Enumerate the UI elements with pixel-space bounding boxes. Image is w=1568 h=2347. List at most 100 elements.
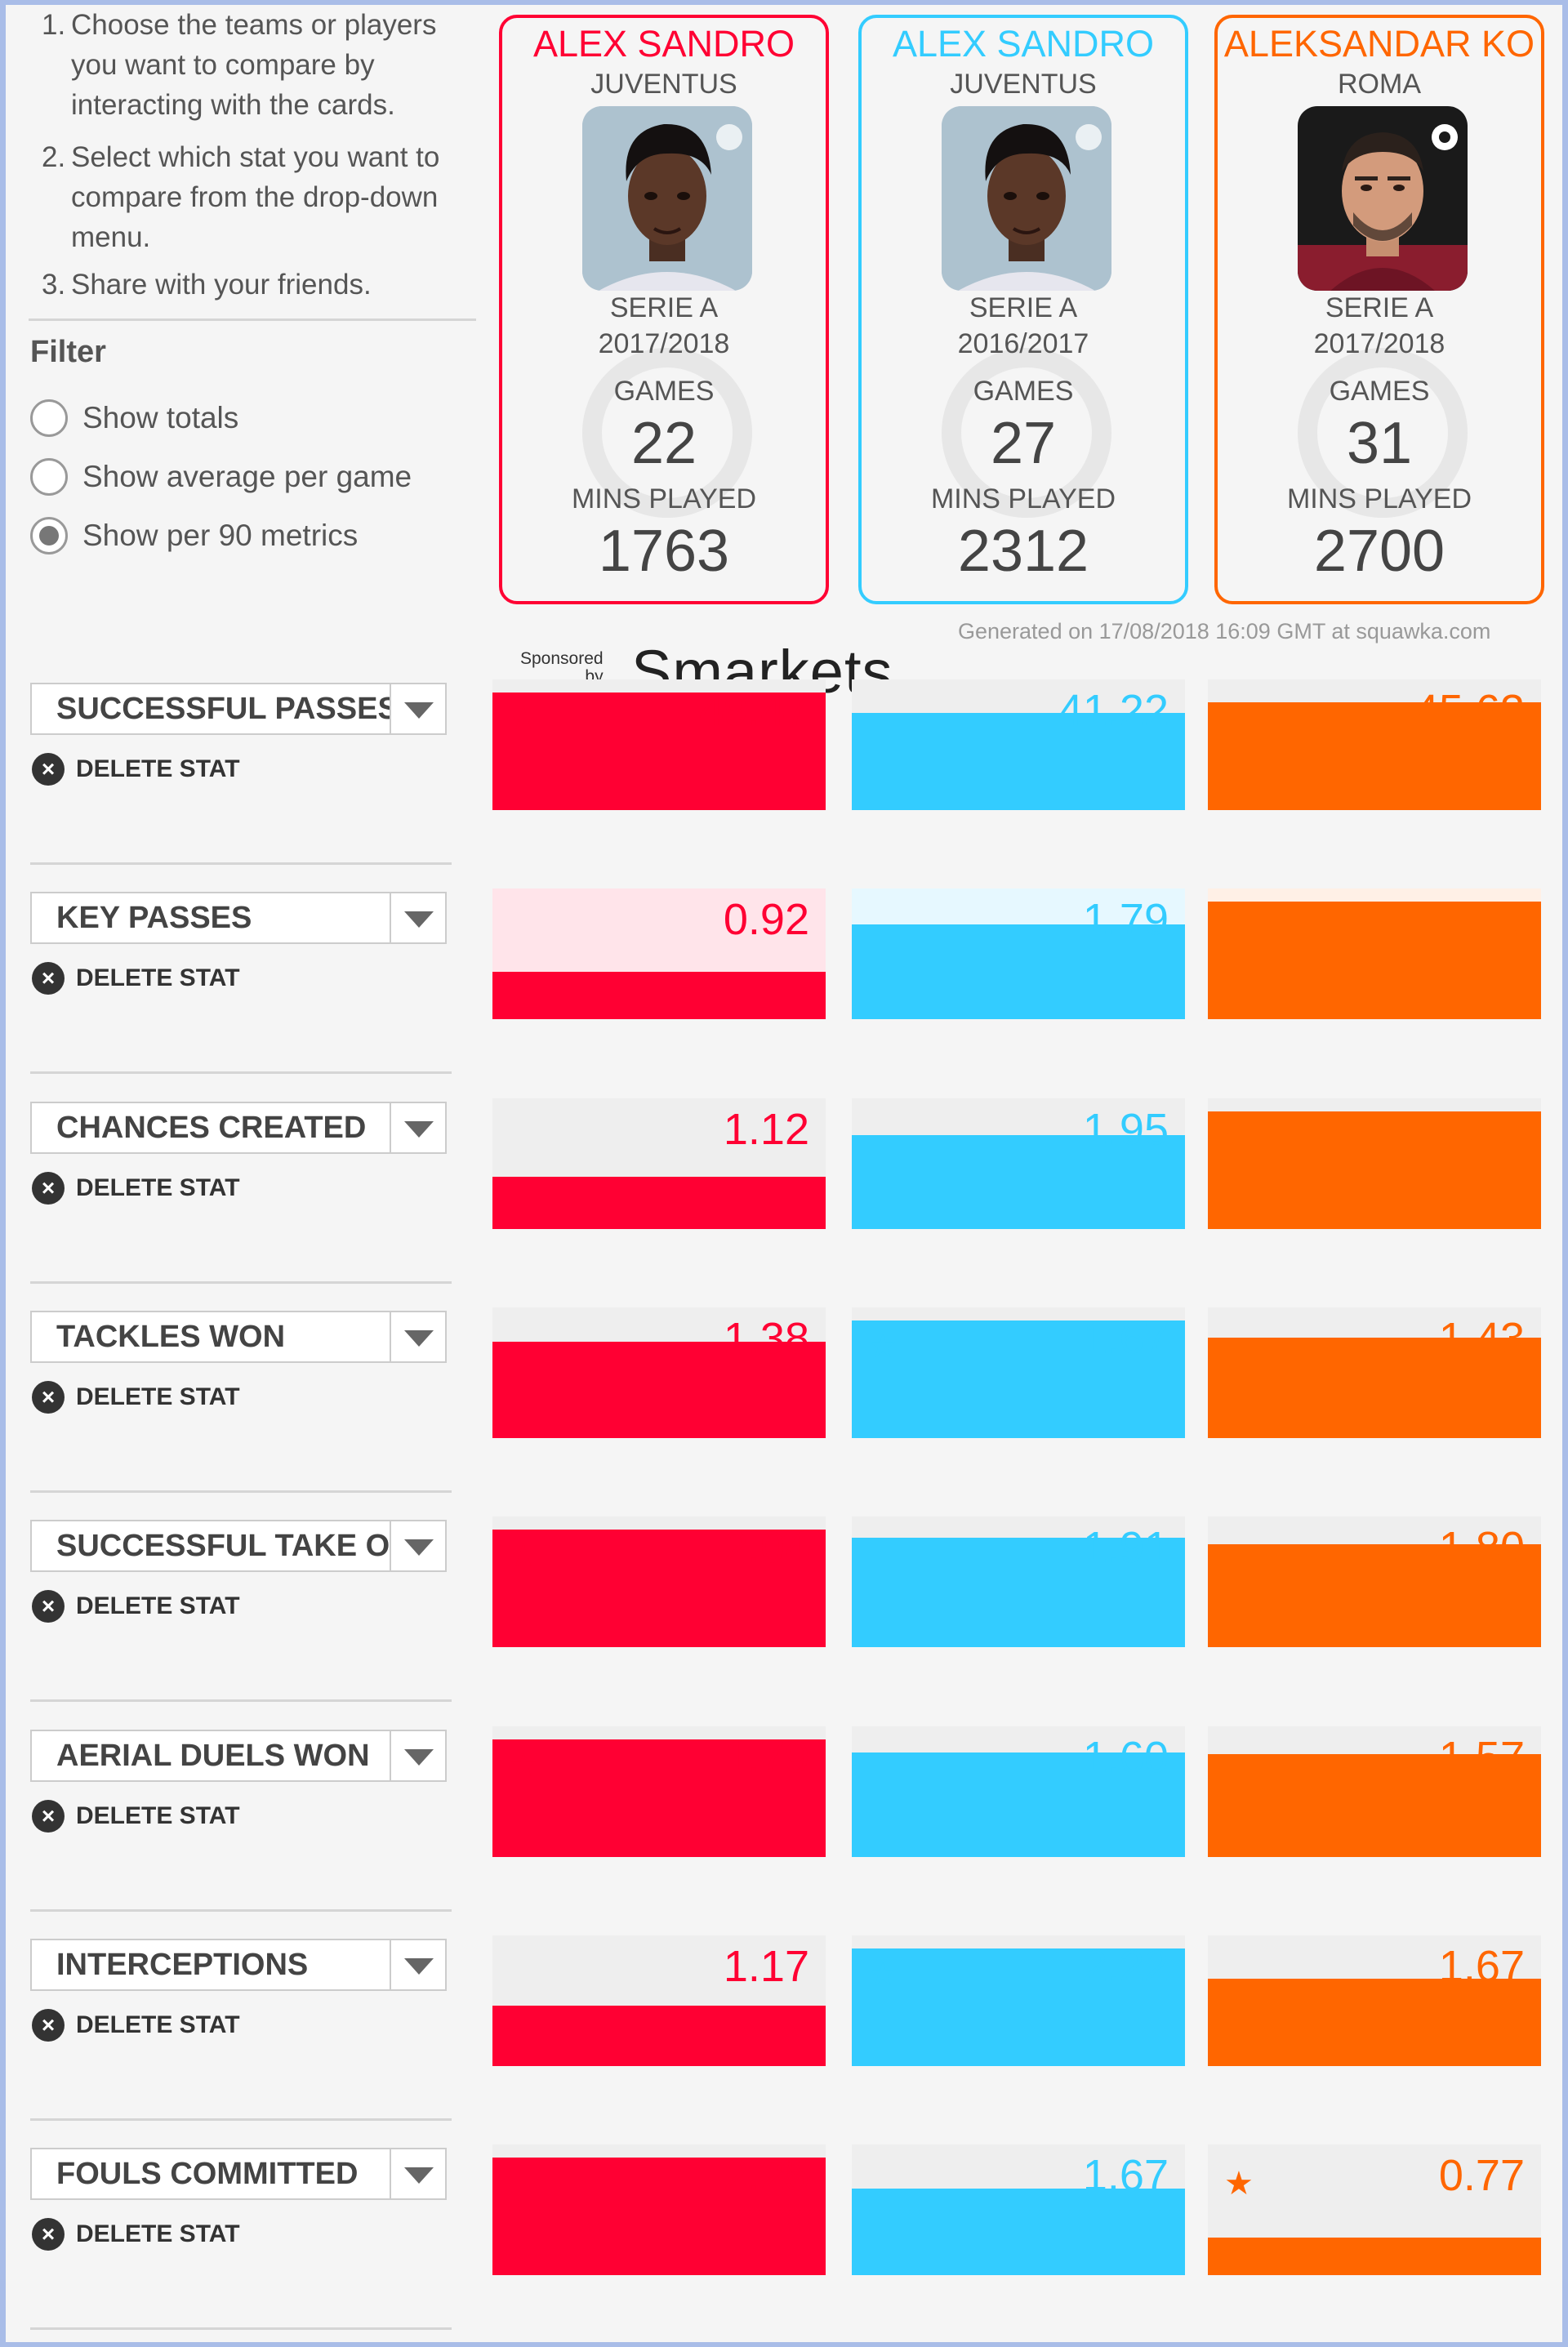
- radio-button[interactable]: [30, 458, 68, 496]
- player-card-3[interactable]: ALEKSANDAR KO ROMA SERIE A 2017/2018 GAMES 31…: [1214, 15, 1544, 604]
- stat-value: 45.63: [1414, 686, 1525, 735]
- stat-select-value[interactable]: SUCCESSFUL TAKE ONS: [32, 1521, 391, 1570]
- stat-select-value[interactable]: INTERCEPTIONS: [32, 1940, 391, 1989]
- chevron-down-icon[interactable]: [404, 911, 434, 928]
- step-text: Share with your friends.: [71, 269, 372, 301]
- filter-option-totals[interactable]: Show totals: [30, 399, 238, 438]
- stat-cell: 1.67 ★: [852, 1307, 1185, 1438]
- stat-cell: 45.63: [1208, 679, 1541, 810]
- stat-select-value[interactable]: AERIAL DUELS WON: [32, 1731, 391, 1780]
- stat-bar: [492, 2006, 826, 2066]
- stat-value: 1.67: [1438, 1942, 1525, 1991]
- stat-select[interactable]: AERIAL DUELS WON: [30, 1730, 447, 1782]
- chevron-down-icon[interactable]: [404, 702, 434, 719]
- chevron-down-icon[interactable]: [404, 2167, 434, 2184]
- row-divider: [30, 1490, 452, 1493]
- close-circle-icon[interactable]: ×: [32, 1800, 65, 1833]
- stat-bar: [1208, 1544, 1541, 1647]
- mins-label: MINS PLAYED: [1286, 483, 1472, 514]
- close-circle-icon[interactable]: ×: [32, 2009, 65, 2042]
- best-star-icon: ★: [868, 1957, 898, 1993]
- stat-select-value[interactable]: CHANCES CREATED: [32, 1103, 391, 1152]
- stat-value: 1.91: [1082, 1523, 1169, 1572]
- stat-select[interactable]: CHANCES CREATED: [30, 1102, 447, 1154]
- filter-title: Filter: [30, 335, 106, 369]
- close-circle-icon[interactable]: ×: [32, 753, 65, 786]
- season[interactable]: 2017/2018: [1313, 328, 1446, 359]
- stat-select[interactable]: TACKLES WON: [30, 1311, 447, 1363]
- stat-value: 49.47: [698, 686, 809, 735]
- player-name[interactable]: ALEX SANDRO: [892, 23, 1155, 65]
- season[interactable]: 2016/2017: [957, 328, 1089, 359]
- best-star-icon: ★: [1224, 2166, 1254, 2202]
- chevron-down-icon[interactable]: [404, 1330, 434, 1347]
- player-photo-frame[interactable]: [582, 106, 752, 291]
- filter-option-average[interactable]: Show average per game: [30, 457, 412, 497]
- player-name[interactable]: ALEX SANDRO: [532, 23, 795, 65]
- stat-cell: 1.12: [492, 1098, 826, 1229]
- close-circle-icon[interactable]: ×: [32, 962, 65, 995]
- radio-button[interactable]: [30, 517, 68, 554]
- stat-cell: 0.77 ★: [1208, 2144, 1541, 2275]
- close-circle-icon[interactable]: ×: [32, 1172, 65, 1205]
- close-circle-icon[interactable]: ×: [32, 1381, 65, 1414]
- stat-bar: [492, 2158, 826, 2275]
- stat-select[interactable]: SUCCESSFUL PASSES: [30, 683, 447, 735]
- league-name[interactable]: SERIE A: [1325, 292, 1434, 323]
- stat-cell: 1.91: [852, 1516, 1185, 1647]
- stat-bar: [1208, 702, 1541, 810]
- close-circle-icon[interactable]: ×: [32, 2218, 65, 2251]
- delete-stat-button[interactable]: × DELETE STAT: [32, 1381, 240, 1414]
- comparison-matrix: 1. Choose the teams or players you want t…: [6, 5, 1562, 2342]
- delete-stat-button[interactable]: × DELETE STAT: [32, 2218, 240, 2251]
- stat-select[interactable]: KEY PASSES: [30, 892, 447, 944]
- chevron-down-icon[interactable]: [404, 1539, 434, 1556]
- row-divider: [30, 1071, 452, 1074]
- stat-select-value[interactable]: FOULS COMMITTED: [32, 2149, 391, 2198]
- close-circle-icon[interactable]: ×: [32, 1590, 65, 1623]
- player-card-1[interactable]: ALEX SANDRO JUVENTUS SERIE A 2017/2018 GAMES…: [499, 15, 829, 604]
- stat-select-value[interactable]: TACKLES WON: [32, 1312, 391, 1361]
- chevron-down-icon[interactable]: [404, 1121, 434, 1138]
- stat-select-value[interactable]: KEY PASSES: [32, 893, 391, 942]
- chevron-down-icon[interactable]: [404, 1958, 434, 1975]
- stat-bar: [492, 693, 826, 810]
- delete-stat-button[interactable]: × DELETE STAT: [32, 1800, 240, 1833]
- player-card-2[interactable]: ALEX SANDRO JUVENTUS SERIE A 2016/2017 GAMES…: [858, 15, 1188, 604]
- stat-value: 1.79: [1082, 895, 1169, 944]
- best-star-icon: ★: [509, 701, 538, 737]
- sponsor-line1: Sponsored: [520, 649, 604, 668]
- stat-cell: 41.22: [852, 679, 1185, 810]
- stat-select[interactable]: FOULS COMMITTED: [30, 2148, 447, 2200]
- player-photo-frame[interactable]: [1298, 106, 1468, 291]
- stat-value: 1.43: [1438, 1314, 1525, 1363]
- radio-button[interactable]: [30, 399, 68, 437]
- league-name[interactable]: SERIE A: [609, 292, 719, 323]
- delete-stat-button[interactable]: × DELETE STAT: [32, 1590, 240, 1623]
- stat-value: 2.20: [1438, 895, 1525, 944]
- filter-option-label: Show totals: [82, 401, 239, 434]
- stat-bar: [852, 924, 1185, 1019]
- chevron-down-icon[interactable]: [404, 1749, 434, 1766]
- league-name[interactable]: SERIE A: [969, 292, 1078, 323]
- instruction-step: 1. Choose the teams or players you want t…: [29, 5, 470, 125]
- delete-stat-button[interactable]: × DELETE STAT: [32, 962, 240, 995]
- stat-value: 0.92: [723, 895, 809, 944]
- mins-value: 1763: [598, 519, 730, 584]
- season[interactable]: 2017/2018: [598, 328, 730, 359]
- stat-bar: [852, 1752, 1185, 1857]
- player-name[interactable]: ALEKSANDAR KO: [1223, 23, 1535, 65]
- filter-option-per90[interactable]: Show per 90 metrics: [30, 516, 358, 555]
- stat-cell: 2.43 ★: [1208, 1098, 1541, 1229]
- row-divider: [30, 1281, 452, 1284]
- player-photo-frame[interactable]: [942, 106, 1111, 291]
- stat-select[interactable]: INTERCEPTIONS: [30, 1939, 447, 1991]
- games-label: GAMES: [973, 376, 1074, 407]
- delete-stat-button[interactable]: × DELETE STAT: [32, 1172, 240, 1205]
- delete-stat-button[interactable]: × DELETE STAT: [32, 753, 240, 786]
- stat-select[interactable]: SUCCESSFUL TAKE ONS: [30, 1520, 447, 1572]
- delete-stat-button[interactable]: × DELETE STAT: [32, 2009, 240, 2042]
- stat-select-value[interactable]: SUCCESSFUL PASSES: [32, 684, 391, 733]
- stat-value: 1.80: [1438, 1523, 1525, 1572]
- mins-label: MINS PLAYED: [571, 483, 757, 514]
